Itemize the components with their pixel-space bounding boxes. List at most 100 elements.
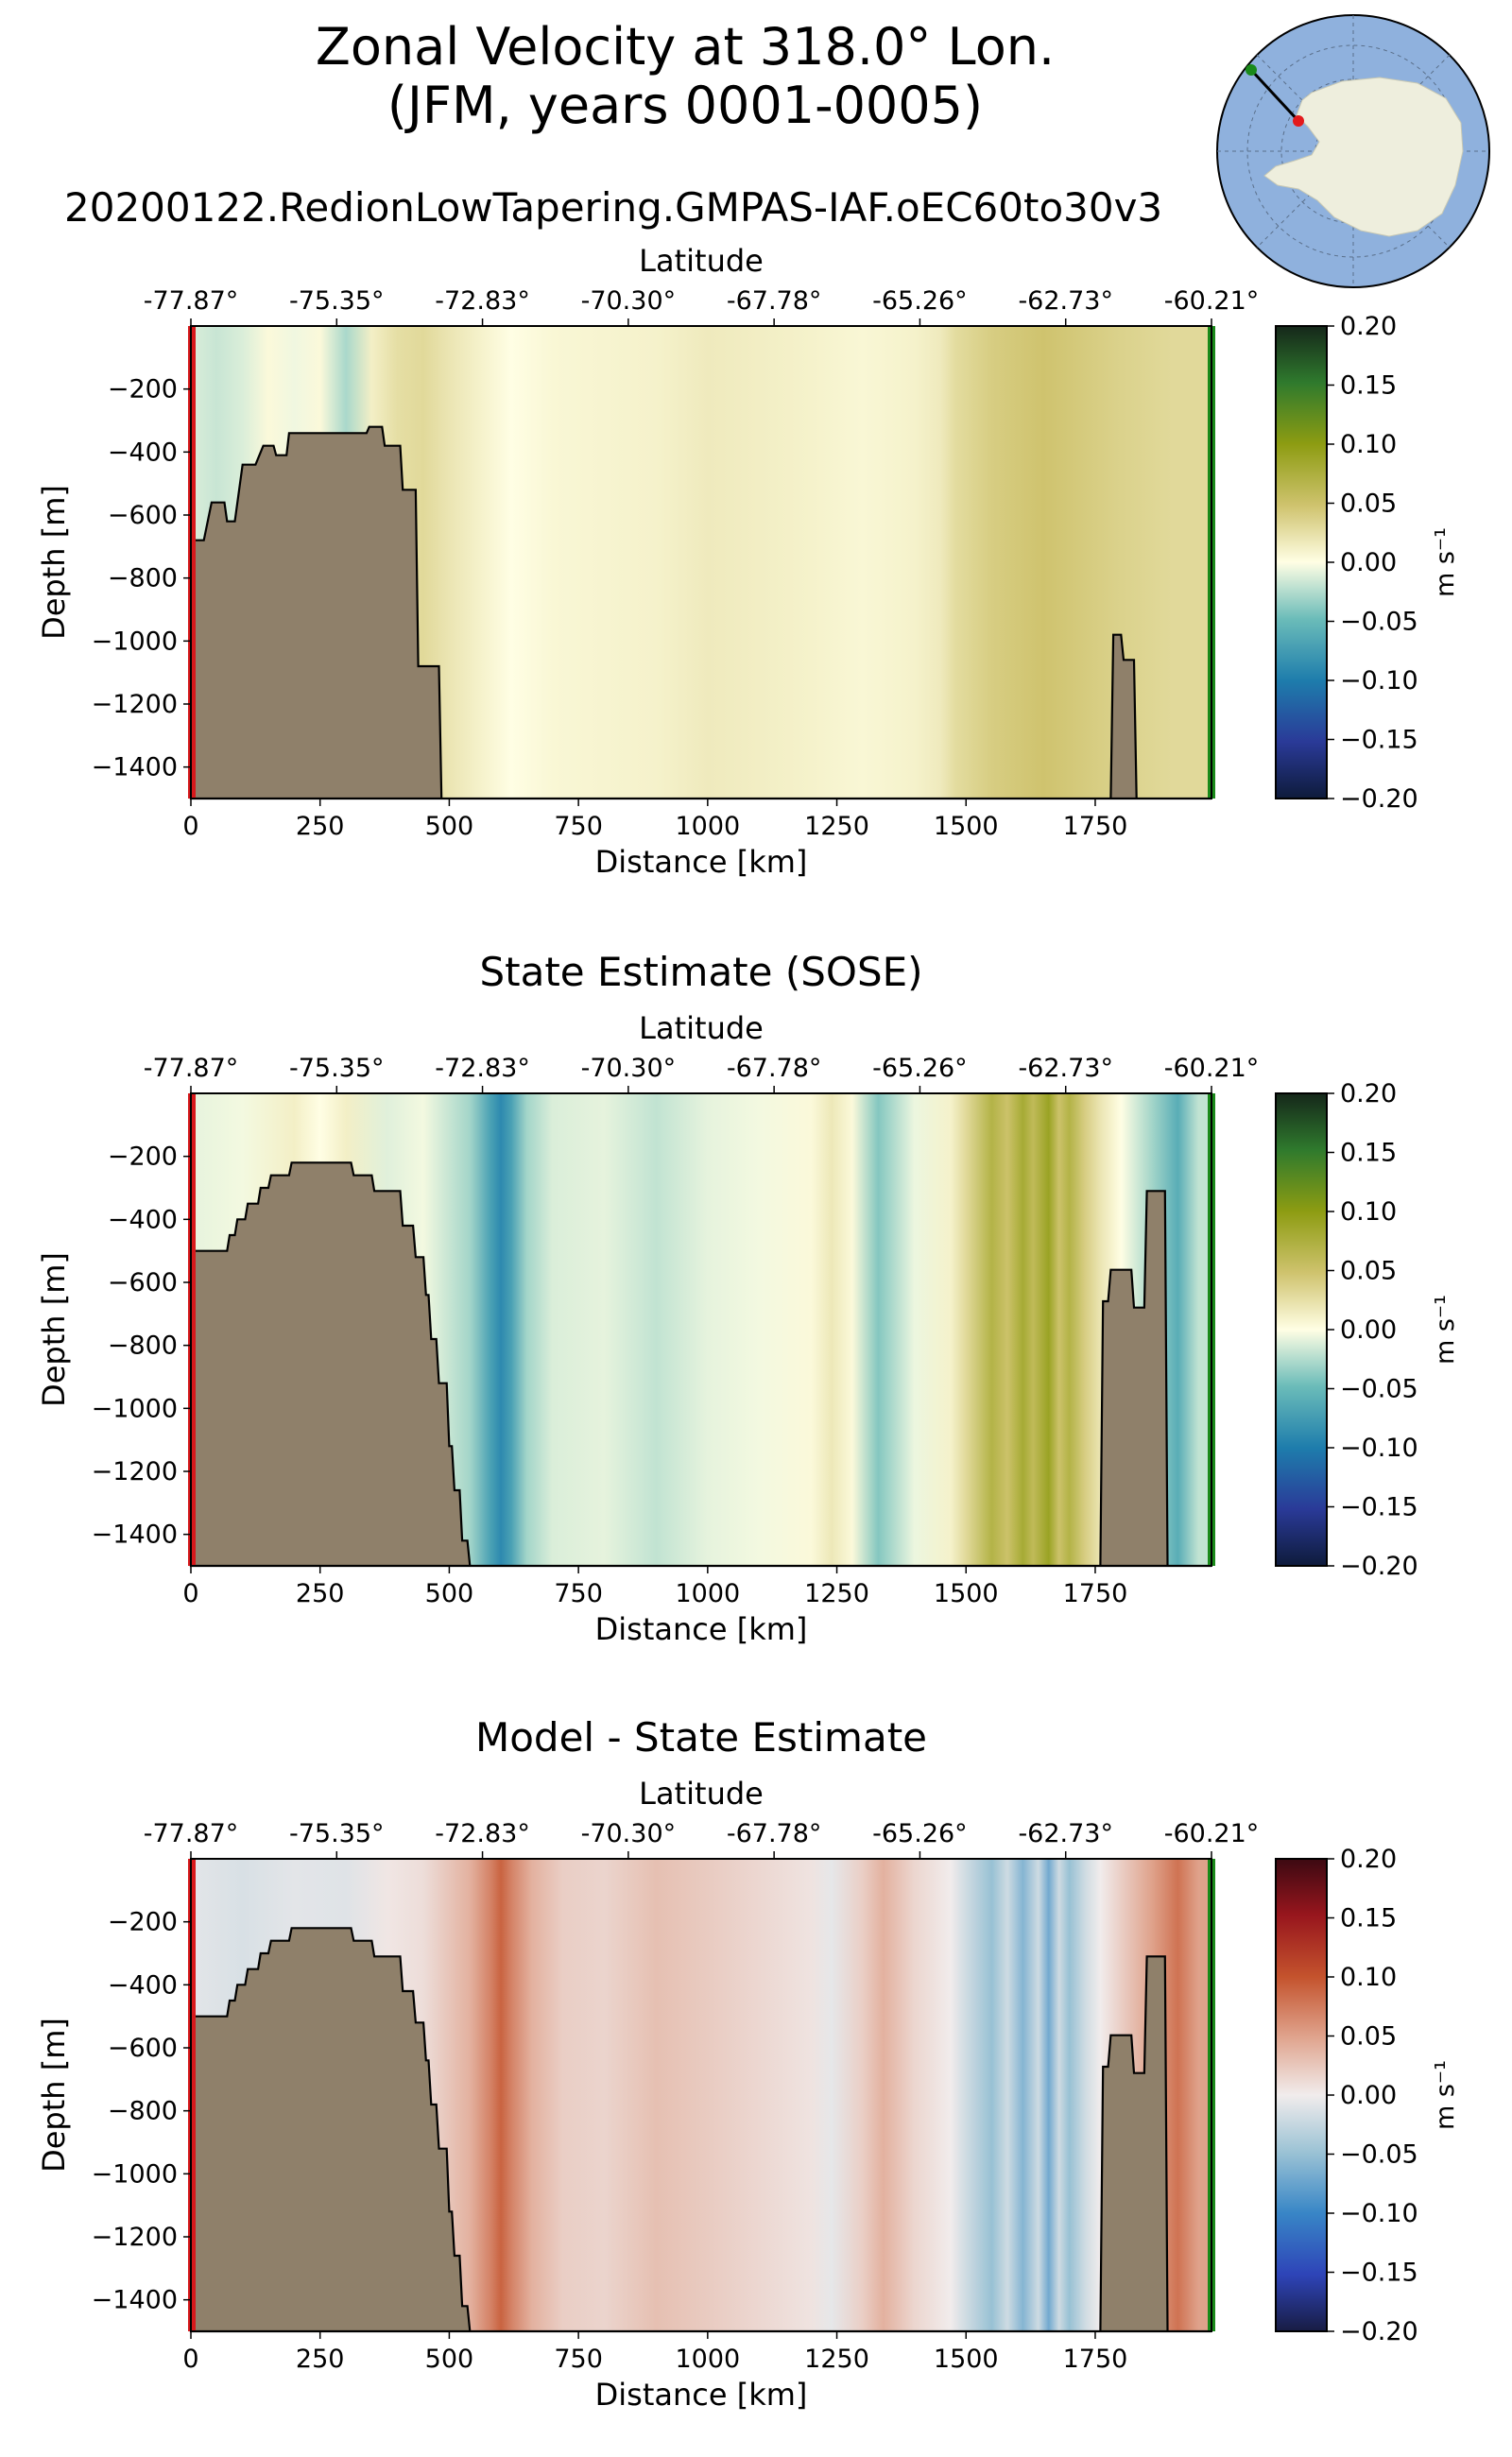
- y-tick-label: −1000: [92, 2159, 178, 2189]
- colorbar-tick-label: −0.10: [1340, 1434, 1418, 1463]
- latitude-tick-label: -77.87°: [144, 286, 239, 316]
- x-tick-label: 1750: [1063, 1579, 1128, 1608]
- x-tick-label: 1500: [934, 812, 999, 841]
- latitude-tick-label: -70.30°: [581, 286, 677, 316]
- panel-difference: Model - State Estimate 0 250 500 750 1000 1250…: [36, 1714, 1460, 2413]
- y-tick-label: −400: [108, 1970, 178, 2000]
- x-tick-label: 500: [425, 1579, 474, 1608]
- y-tick-label: −1200: [92, 2223, 178, 2252]
- x-tick-label: 750: [554, 812, 603, 841]
- latitude-tick-label: -70.30°: [581, 1054, 677, 1083]
- x-axis-label: Distance [km]: [595, 844, 808, 880]
- x-axis-label: Distance [km]: [595, 1611, 808, 1647]
- y-tick-label: −1200: [92, 1457, 178, 1486]
- y-tick-label: −600: [108, 501, 178, 530]
- latitude-tick-label: -62.73°: [1018, 1819, 1113, 1848]
- y-axis-label: Depth [m]: [36, 2018, 72, 2173]
- colorbar-tick-label: 0.15: [1340, 1904, 1397, 1933]
- latitude-tick-label: -62.73°: [1018, 1054, 1113, 1083]
- bathymetry: [189, 1161, 1211, 1568]
- colorbar-tick-label: 0.10: [1340, 1963, 1397, 1992]
- panel-model: 0 250 500 750 1000 1250 1500 1750 Distance [km] −…: [36, 243, 1460, 880]
- x-tick-label: 1500: [934, 2345, 999, 2374]
- colorbar-tick-label: −0.20: [1340, 2317, 1418, 2346]
- section-end-marker: [1246, 64, 1257, 76]
- y-tick-label: −1400: [92, 1521, 178, 1550]
- colorbar-tick-label: −0.05: [1340, 1375, 1418, 1404]
- latitude-tick-label: -70.30°: [581, 1819, 677, 1848]
- colorbar-tick-label: −0.20: [1340, 1552, 1418, 1581]
- colorbar-tick-label: 0.10: [1340, 1197, 1397, 1227]
- x-tick-label: 1000: [675, 812, 740, 841]
- x-tick-label: 0: [182, 812, 198, 841]
- colorbar-tick-label: −0.10: [1340, 2199, 1418, 2228]
- latitude-tick-label: -75.35°: [289, 286, 385, 316]
- x-tick-label: 250: [296, 2345, 345, 2374]
- latitude-tick-label: -75.35°: [289, 1819, 385, 1848]
- x-tick-label: 250: [296, 1579, 345, 1608]
- section-start-marker: [1293, 115, 1304, 127]
- y-axis-label: Depth [m]: [36, 485, 72, 640]
- figure-title-line2: (JFM, years 0001-0005): [387, 76, 983, 135]
- y-tick-label: −600: [108, 2034, 178, 2063]
- x-tick-label: 250: [296, 812, 345, 841]
- figure-title-line1: Zonal Velocity at 318.0° Lon.: [316, 17, 1055, 77]
- colorbar-tick-label: −0.10: [1340, 666, 1418, 696]
- colorbar: [1275, 325, 1328, 799]
- latitude-tick-label: -77.87°: [144, 1819, 239, 1848]
- x-tick-label: 750: [554, 2345, 603, 2374]
- latitude-tick-label: -60.21°: [1164, 1054, 1260, 1083]
- y-tick-label: −400: [108, 1205, 178, 1234]
- colorbar-tick-label: 0.10: [1340, 430, 1397, 459]
- latitude-tick-label: -67.78°: [727, 286, 822, 316]
- colorbar-tick-label: −0.15: [1340, 2259, 1418, 2288]
- latitude-tick-label: -60.21°: [1164, 1819, 1260, 1848]
- latitude-tick-label: -72.83°: [435, 1819, 530, 1848]
- y-tick-label: −1400: [92, 753, 178, 782]
- run-name-subtitle: 20200122.RedionLowTapering.GMPAS-IAF.oEC…: [64, 184, 1162, 231]
- colorbar-tick-label: 0.05: [1340, 1257, 1397, 1286]
- bathymetry: [189, 1927, 1211, 2333]
- colorbar: [1275, 1092, 1328, 1567]
- x-tick-label: 1500: [934, 1579, 999, 1608]
- y-tick-label: −200: [108, 1908, 178, 1937]
- y-tick-label: −800: [108, 564, 178, 593]
- colorbar-tick-label: 0.00: [1340, 1315, 1397, 1345]
- x-tick-label: 0: [182, 1579, 198, 1608]
- colorbar-label: m s⁻¹: [1431, 2060, 1460, 2130]
- latitude-axis-label: Latitude: [639, 1010, 764, 1046]
- x-tick-label: 1750: [1063, 2345, 1128, 2374]
- x-tick-label: 1250: [804, 812, 869, 841]
- latitude-tick-label: -72.83°: [435, 1054, 530, 1083]
- colorbar-label: m s⁻¹: [1431, 527, 1460, 597]
- latitude-tick-label: -75.35°: [289, 1054, 385, 1083]
- antarctica-landmass: [1263, 77, 1464, 237]
- panel-sose: State Estimate (SOSE) 0 250 500 750 1000 1250 1…: [36, 949, 1460, 1647]
- x-tick-label: 750: [554, 1579, 603, 1608]
- colorbar-tick-label: 0.15: [1340, 371, 1397, 401]
- colorbar-tick-label: −0.20: [1340, 784, 1418, 814]
- x-tick-label: 1000: [675, 2345, 740, 2374]
- colorbar: [1275, 1858, 1328, 2332]
- axes-frame: [190, 1092, 1212, 1567]
- colorbar-tick-label: 0.00: [1340, 2081, 1397, 2110]
- y-tick-label: −800: [108, 1332, 178, 1361]
- latitude-tick-label: -77.87°: [144, 1054, 239, 1083]
- latitude-axis-label: Latitude: [639, 1776, 764, 1812]
- x-tick-label: 0: [182, 2345, 198, 2374]
- y-tick-label: −600: [108, 1268, 178, 1297]
- axes-frame: [190, 1858, 1212, 2332]
- colorbar-tick-label: 0.20: [1340, 312, 1397, 341]
- x-tick-label: 1000: [675, 1579, 740, 1608]
- axes-frame: [190, 325, 1212, 799]
- bathymetry: [189, 425, 1211, 800]
- latitude-tick-label: -65.26°: [872, 1819, 968, 1848]
- y-tick-label: −1000: [92, 1394, 178, 1423]
- panel-title: Model - State Estimate: [475, 1714, 927, 1761]
- latitude-tick-label: -67.78°: [727, 1054, 822, 1083]
- latitude-tick-label: -67.78°: [727, 1819, 822, 1848]
- colorbar-tick-label: 0.05: [1340, 2022, 1397, 2052]
- x-tick-label: 1250: [804, 1579, 869, 1608]
- latitude-tick-label: -62.73°: [1018, 286, 1113, 316]
